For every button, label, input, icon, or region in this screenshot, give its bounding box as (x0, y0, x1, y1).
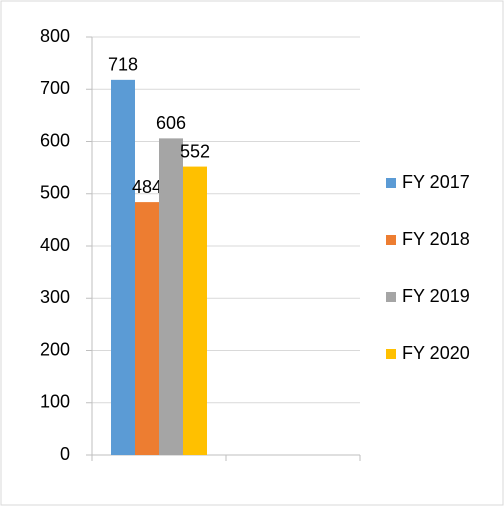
data-label: 718 (108, 55, 138, 75)
legend-label: FY 2017 (402, 172, 470, 192)
y-tick-label: 500 (40, 183, 70, 203)
y-tick-label: 300 (40, 287, 70, 307)
bar (111, 79, 135, 455)
legend-label: FY 2018 (402, 229, 470, 249)
legend-swatch (386, 292, 396, 302)
y-tick-label: 400 (40, 235, 70, 255)
data-label: 606 (156, 113, 186, 133)
data-label: 484 (132, 177, 162, 197)
legend-label: FY 2020 (402, 343, 470, 363)
bar (135, 202, 159, 455)
y-tick-label: 600 (40, 130, 70, 150)
y-tick-label: 0 (60, 444, 70, 464)
legend-swatch (386, 235, 396, 245)
legend-label: FY 2019 (402, 286, 470, 306)
bar (159, 138, 183, 456)
bar (183, 166, 207, 455)
y-tick-label: 800 (40, 26, 70, 46)
data-label: 552 (180, 141, 210, 161)
y-tick-label: 100 (40, 392, 70, 412)
legend-swatch (386, 349, 396, 359)
y-tick-label: 200 (40, 339, 70, 359)
y-tick-label: 700 (40, 78, 70, 98)
legend-swatch (386, 178, 396, 188)
